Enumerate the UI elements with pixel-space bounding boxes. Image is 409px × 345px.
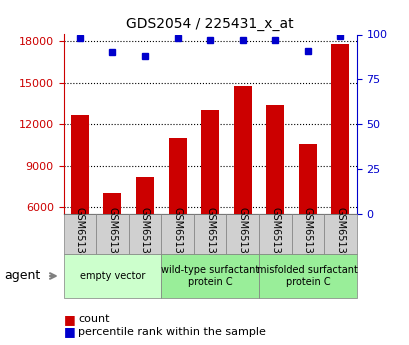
FancyBboxPatch shape xyxy=(161,214,193,254)
Text: GSM65132: GSM65132 xyxy=(204,207,215,260)
Bar xyxy=(201,110,218,214)
FancyBboxPatch shape xyxy=(193,214,226,254)
Bar xyxy=(136,177,153,214)
FancyBboxPatch shape xyxy=(128,214,161,254)
Text: percentile rank within the sample: percentile rank within the sample xyxy=(78,327,265,337)
FancyBboxPatch shape xyxy=(258,254,356,298)
Bar xyxy=(71,115,89,214)
Bar xyxy=(298,144,316,214)
FancyBboxPatch shape xyxy=(226,214,258,254)
Text: misfolded surfactant
protein C: misfolded surfactant protein C xyxy=(257,265,357,287)
Text: agent: agent xyxy=(4,269,40,283)
Bar xyxy=(233,86,251,214)
Bar xyxy=(330,44,348,214)
Text: ■: ■ xyxy=(63,325,75,338)
Bar xyxy=(103,193,121,214)
FancyBboxPatch shape xyxy=(63,254,161,298)
Text: GSM65138: GSM65138 xyxy=(302,207,312,260)
FancyBboxPatch shape xyxy=(291,214,324,254)
Text: GSM65131: GSM65131 xyxy=(172,207,182,260)
Bar xyxy=(168,138,186,214)
Text: GSM65136: GSM65136 xyxy=(139,207,150,260)
Text: GSM65135: GSM65135 xyxy=(107,207,117,260)
Text: GSM65133: GSM65133 xyxy=(237,207,247,260)
Text: GSM65139: GSM65139 xyxy=(335,207,344,260)
FancyBboxPatch shape xyxy=(63,214,96,254)
Title: GDS2054 / 225431_x_at: GDS2054 / 225431_x_at xyxy=(126,17,293,31)
Bar xyxy=(266,105,283,214)
FancyBboxPatch shape xyxy=(258,214,291,254)
Text: count: count xyxy=(78,314,109,324)
FancyBboxPatch shape xyxy=(324,214,356,254)
Text: ■: ■ xyxy=(63,313,75,326)
Text: empty vector: empty vector xyxy=(79,271,145,281)
FancyBboxPatch shape xyxy=(161,254,258,298)
Text: wild-type surfactant
protein C: wild-type surfactant protein C xyxy=(161,265,258,287)
Text: GSM65134: GSM65134 xyxy=(75,207,85,260)
FancyBboxPatch shape xyxy=(96,214,128,254)
Text: GSM65137: GSM65137 xyxy=(270,207,280,260)
